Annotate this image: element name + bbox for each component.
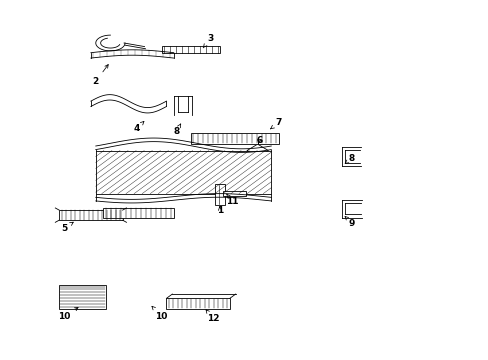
Bar <box>59 285 105 309</box>
Text: 8: 8 <box>345 154 354 163</box>
Text: 5: 5 <box>61 222 73 233</box>
Text: 7: 7 <box>270 118 281 129</box>
Text: 6: 6 <box>256 136 262 145</box>
Text: 12: 12 <box>205 310 219 323</box>
Bar <box>161 46 220 53</box>
Text: 10: 10 <box>152 306 167 321</box>
Bar <box>59 210 122 220</box>
Bar <box>215 184 224 205</box>
Text: 11: 11 <box>225 194 238 206</box>
Bar <box>190 134 278 144</box>
Bar <box>96 150 271 194</box>
Text: 9: 9 <box>345 216 354 228</box>
Text: 3: 3 <box>203 34 213 48</box>
Text: 1: 1 <box>217 206 223 215</box>
PathPatch shape <box>246 144 268 157</box>
Text: 8: 8 <box>173 124 181 136</box>
Text: 10: 10 <box>58 307 78 321</box>
Text: 2: 2 <box>92 64 108 86</box>
PathPatch shape <box>222 191 245 196</box>
Bar <box>103 208 173 218</box>
Text: 4: 4 <box>134 121 143 132</box>
Bar <box>166 298 229 309</box>
